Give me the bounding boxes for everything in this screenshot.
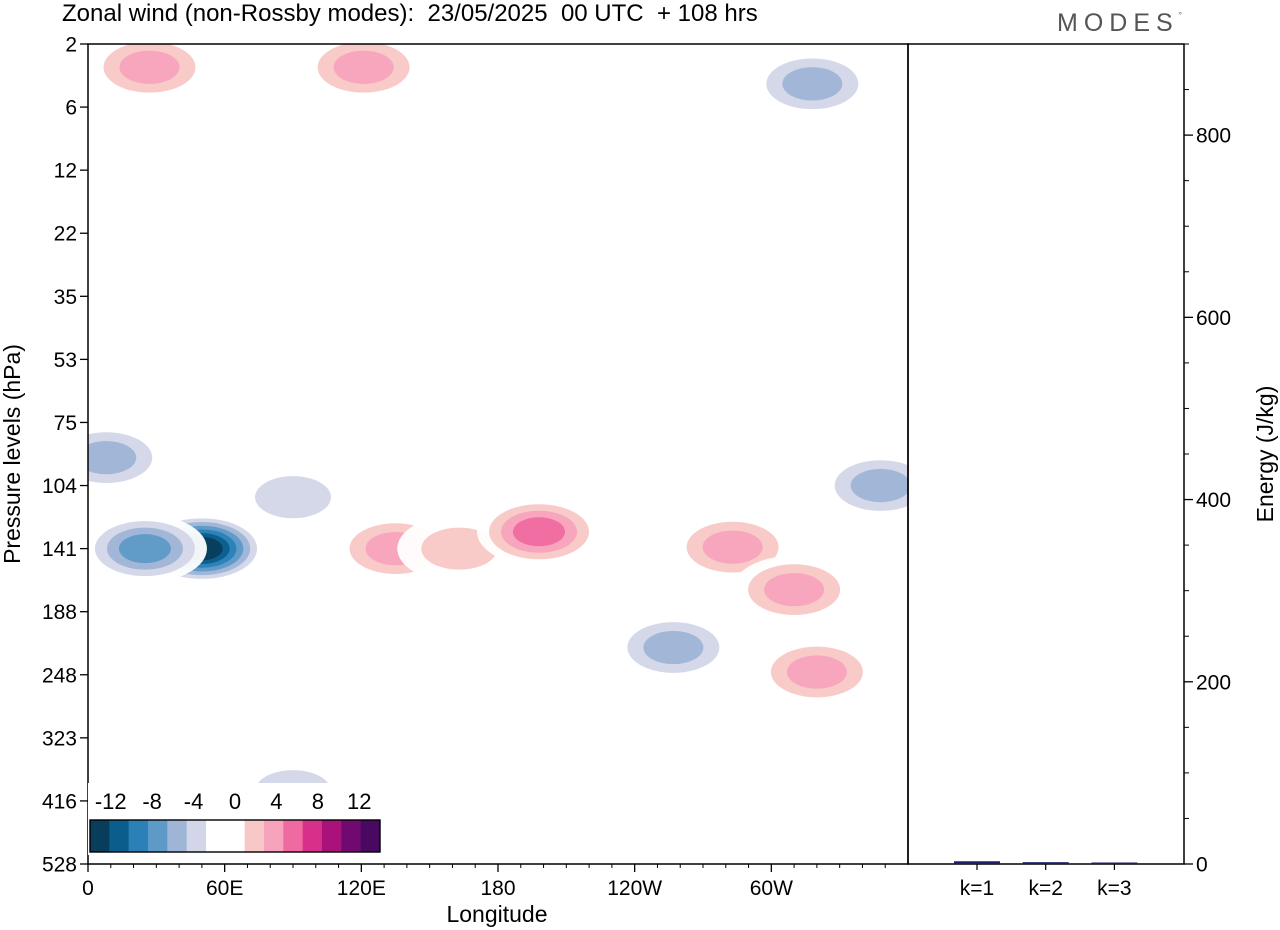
colorbar-swatch-3 — [148, 820, 168, 852]
anomaly-2-level-3 — [88, 440, 137, 475]
anomaly-9-level-3 — [333, 50, 394, 84]
energy-bar-k=1 — [954, 861, 1000, 864]
y-tick-label-12: 416 — [42, 790, 77, 813]
colorbar-label-4: 4 — [270, 789, 282, 814]
y-tick-label-8: 141 — [42, 538, 77, 561]
y-tick-label-5: 53 — [54, 349, 77, 372]
brand-logo: MODES° — [1057, 9, 1182, 38]
anomaly-5-level-3 — [643, 630, 704, 665]
anomaly-3-level-2 — [255, 476, 331, 519]
colorbar-swatch-13 — [341, 820, 362, 852]
colorbar-swatch-14 — [360, 820, 381, 852]
anomaly-4-level-3 — [850, 468, 908, 503]
y-tick-label-13: 528 — [42, 854, 77, 877]
colorbar-label-6: 12 — [347, 789, 371, 814]
colorbar-label-5: 8 — [312, 789, 324, 814]
y-axis: 2 6 12 22 35 53 75 104 141 188 248 323 416 528 — [42, 34, 88, 877]
colorbar-label-0: -12 — [95, 789, 127, 814]
y-tick-label-6: 75 — [54, 412, 77, 435]
colorbar-swatch-5 — [186, 820, 207, 852]
x-tick-label-3: 180 — [480, 877, 515, 900]
anomaly-8-level-3 — [119, 50, 180, 84]
y-tick-label-3: 22 — [54, 223, 77, 246]
anomaly-15-level-3 — [786, 655, 847, 689]
heatmap-field — [88, 44, 908, 856]
x-tick-label-4: 120W — [607, 877, 662, 900]
colorbar: -12 -8 -4 0 4 8 12 — [88, 783, 382, 855]
colorbar-swatch-9 — [264, 820, 284, 852]
anomaly-14-level-3 — [764, 572, 825, 607]
brand-text: MODES — [1057, 9, 1179, 37]
energy-axis: 0 200 400 600 800 — [1184, 43, 1231, 877]
anomaly-13-level-3 — [702, 530, 763, 564]
brand-mark: ° — [1178, 11, 1182, 20]
energy-tick-label-0: 0 — [1196, 854, 1208, 877]
colorbar-label-1: -8 — [142, 789, 162, 814]
x-axis-title: Longitude — [446, 901, 547, 927]
y-tick-label-0: 2 — [65, 34, 77, 57]
colorbar-swatch-2 — [128, 820, 149, 852]
y-tick-label-11: 323 — [42, 727, 77, 750]
energy-tick-label-1: 200 — [1196, 671, 1231, 694]
colorbar-swatch-12 — [322, 820, 342, 852]
y-tick-label-7: 104 — [42, 475, 77, 498]
colorbar-swatch-7 — [225, 820, 246, 852]
colorbar-swatch-1 — [109, 820, 130, 852]
y-tick-label-4: 35 — [54, 286, 77, 309]
x-tick-label-5: 60W — [750, 877, 793, 900]
energy-tick-label-3: 600 — [1196, 307, 1231, 330]
energy-bars: k=1 k=2 k=3 — [954, 861, 1138, 900]
colorbar-swatch-10 — [283, 820, 304, 852]
energy-tick-label-4: 800 — [1196, 125, 1231, 148]
colorbar-swatch-6 — [206, 820, 226, 852]
x-tick-label-0: 0 — [82, 877, 94, 900]
energy-tick-label-2: 400 — [1196, 489, 1231, 512]
colorbar-swatch-4 — [167, 820, 188, 852]
anomaly-12-level-4 — [513, 517, 565, 547]
colorbar-frame — [89, 819, 381, 853]
heatmap-frame — [87, 43, 909, 865]
chart-title: Zonal wind (non-Rossby modes): 23/05/202… — [62, 0, 758, 27]
energy-cat-label-2: k=3 — [1097, 877, 1131, 900]
energy-cat-label-0: k=1 — [960, 877, 994, 900]
y-axis-title: Pressure levels (hPa) — [0, 344, 25, 564]
colorbar-swatch-11 — [302, 820, 323, 852]
colorbar-swatch-8 — [244, 820, 265, 852]
colorbar-label-3: 0 — [229, 789, 241, 814]
anomaly-16-level-1 — [629, 757, 754, 826]
y-tick-label-2: 12 — [54, 160, 77, 183]
anomaly-7-level-3 — [782, 67, 843, 101]
energy-panel-frame — [907, 43, 1185, 865]
y-tick-label-10: 248 — [42, 664, 77, 687]
anomaly-17-level-1 — [447, 787, 572, 856]
colorbar-swatch-0 — [90, 820, 110, 852]
energy-axis-title: Energy (J/kg) — [1252, 386, 1278, 523]
x-tick-label-2: 120E — [337, 877, 386, 900]
anomaly-1-level-4 — [118, 534, 171, 564]
x-axis: 0 60E 120E 180 120W 60W — [82, 864, 886, 900]
colorbar-label-2: -4 — [184, 789, 204, 814]
energy-bar-k=2 — [1022, 862, 1069, 864]
y-tick-label-1: 6 — [65, 97, 77, 120]
energy-bar-k=3 — [1091, 862, 1138, 864]
energy-cat-label-1: k=2 — [1028, 877, 1062, 900]
x-tick-label-1: 60E — [206, 877, 243, 900]
y-tick-label-9: 188 — [42, 601, 77, 624]
